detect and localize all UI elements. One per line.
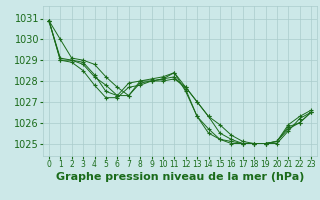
X-axis label: Graphe pression niveau de la mer (hPa): Graphe pression niveau de la mer (hPa) (56, 172, 304, 182)
